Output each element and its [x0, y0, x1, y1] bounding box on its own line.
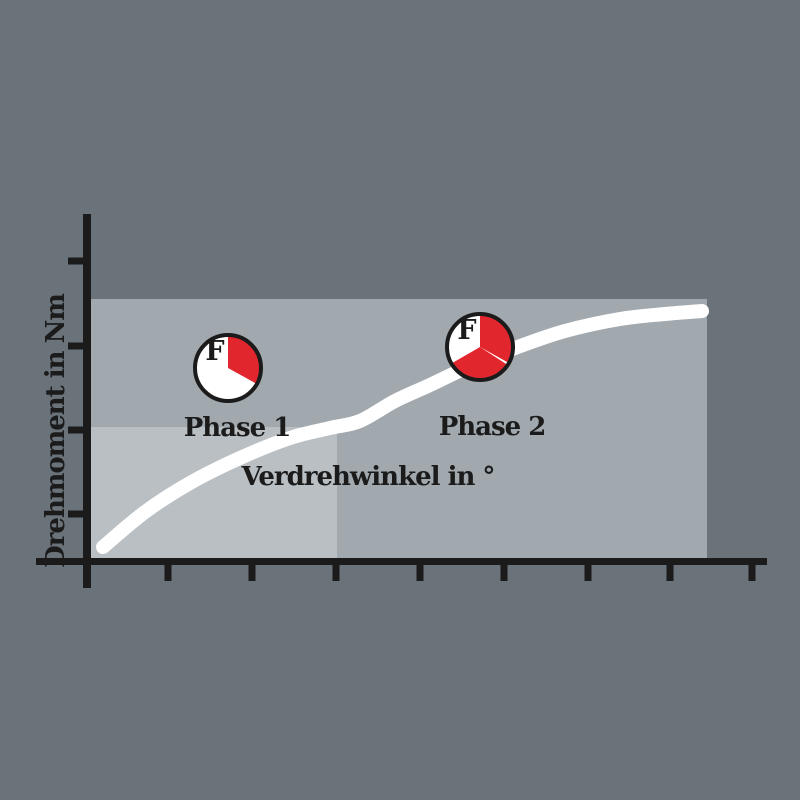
axis-tick: [68, 257, 84, 265]
axis-tick: [68, 510, 84, 518]
axis-tick: [500, 560, 508, 581]
axis-tick: [164, 560, 172, 581]
axis-tick: [332, 560, 340, 581]
y-axis-label: Drehmoment in Nm: [41, 294, 71, 568]
phase1-label: Phase 1: [184, 413, 291, 443]
axis-tick: [416, 560, 424, 581]
force-pie-icon-phase1: F: [193, 333, 263, 403]
y-axis-ticks: [68, 257, 84, 518]
force-letter: F: [457, 315, 476, 346]
axis-tick: [666, 560, 674, 581]
axis-tick: [68, 426, 84, 434]
pie-outline: [193, 333, 263, 403]
axis-tick: [748, 560, 756, 581]
force-letter: F: [205, 336, 224, 367]
x-axis-ticks: [164, 560, 756, 581]
y-axis-line: [83, 214, 91, 588]
axis-tick: [68, 342, 84, 350]
force-pie-icon-phase2: F: [445, 312, 515, 382]
torque-curve: [96, 304, 709, 554]
axis-tick: [248, 560, 256, 581]
axis-tick: [584, 560, 592, 581]
pie-outline: [445, 312, 515, 382]
x-axis-line: [36, 558, 767, 565]
pie-red-slice: [451, 347, 508, 381]
x-axis-label: Verdrehwinkel in °: [241, 462, 495, 492]
phase1-highlight-region: [91, 427, 337, 561]
phase2-label: Phase 2: [439, 412, 546, 442]
